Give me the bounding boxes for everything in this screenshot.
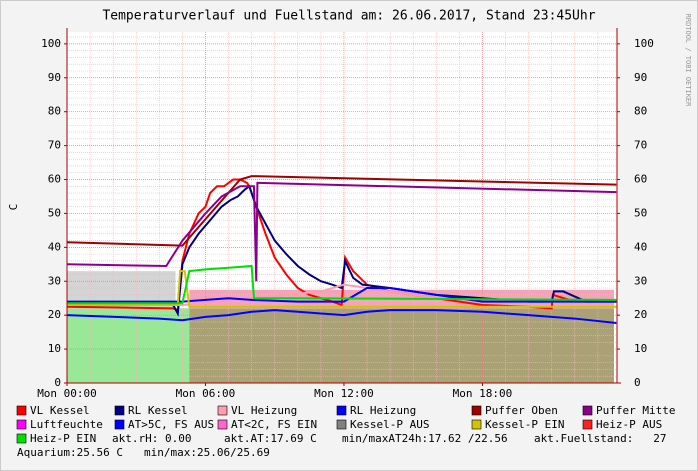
x-tick-label: Mon 06:00 xyxy=(176,387,236,400)
status-note: Aquarium:25.56 C xyxy=(17,446,123,459)
series-line xyxy=(66,181,617,282)
legend-label: VL Heizung xyxy=(231,404,297,417)
legend-swatch xyxy=(336,405,347,416)
legend-swatch xyxy=(16,433,27,444)
status-note: akt.Fuellstand: 27 xyxy=(534,432,666,445)
area xyxy=(67,308,190,383)
status-note: min/max:25.06/25.69 xyxy=(144,446,270,459)
legend-swatch xyxy=(471,405,482,416)
y-tick-label: 0 xyxy=(54,376,61,389)
legend-swatch xyxy=(336,419,347,430)
series-line xyxy=(66,178,617,312)
y-tick-label: 90 xyxy=(48,71,61,84)
x-tick-label: Mon 18:00 xyxy=(453,387,513,400)
area xyxy=(189,308,614,383)
series-line xyxy=(67,287,617,303)
status-note: akt.rH: 0.00 xyxy=(112,432,191,445)
y-tick-label: 60 xyxy=(48,173,61,186)
y2-tick-label: 80 xyxy=(634,105,647,118)
legend-label: Kessel-P EIN xyxy=(485,418,564,431)
legend-label: RL Kessel xyxy=(128,404,188,417)
chart-title: Temperaturverlauf und Fuellstand am: 26.… xyxy=(102,9,595,24)
legend-label: Puffer Oben xyxy=(485,404,558,417)
legend-swatch xyxy=(217,405,228,416)
y-tick-label: 20 xyxy=(48,308,61,321)
legend-swatch xyxy=(582,405,593,416)
series-line xyxy=(67,270,617,308)
series-line xyxy=(67,264,617,305)
series-line xyxy=(66,175,617,247)
legend-label: Heiz-P AUS xyxy=(596,418,662,431)
status-note: min/maxAT24h:17.62 /22.56 xyxy=(342,432,508,445)
y2-tick-label: 50 xyxy=(634,206,647,219)
y2-tick-label: 30 xyxy=(634,274,647,287)
series-line xyxy=(66,309,617,324)
x-tick-label: Mon 12:00 xyxy=(314,387,374,400)
y2-tick-label: 100 xyxy=(634,37,654,50)
y-tick-label: 100 xyxy=(41,37,61,50)
legend-label: RL Heizung xyxy=(350,404,416,417)
y-tick-label: 70 xyxy=(48,139,61,152)
y2-tick-label: 20 xyxy=(634,308,647,321)
legend-swatch xyxy=(16,405,27,416)
y2-tick-label: 90 xyxy=(634,71,647,84)
y-tick-label: 50 xyxy=(48,206,61,219)
legend-label: VL Kessel xyxy=(30,404,90,417)
side-label: RRDTOOL / TOBI OETIKER xyxy=(684,14,692,108)
legend-label: AT<2C, FS EIN xyxy=(231,418,317,431)
legend-swatch xyxy=(471,419,482,430)
y2-tick-label: 60 xyxy=(634,173,647,186)
y2-tick-label: 70 xyxy=(634,139,647,152)
legend-swatch xyxy=(114,419,125,430)
legend-swatch xyxy=(582,419,593,430)
legend-swatch xyxy=(217,419,228,430)
y-tick-label: 40 xyxy=(48,240,61,253)
legend-swatch xyxy=(114,405,125,416)
legend-label: Puffer Mitte xyxy=(596,404,675,417)
series-line xyxy=(67,283,617,306)
status-note: akt.AT:17.69 C xyxy=(224,432,317,445)
y-tick-label: 30 xyxy=(48,274,61,287)
y-axis-label: C xyxy=(7,204,20,211)
y-tick-label: 80 xyxy=(48,105,61,118)
legend-label: Heiz-P EIN xyxy=(30,432,96,445)
y2-tick-label: 40 xyxy=(634,240,647,253)
y2-tick-label: 0 xyxy=(634,376,641,389)
legend-label: Luftfeuchte xyxy=(30,418,103,431)
legend-label: Kessel-P AUS xyxy=(350,418,429,431)
x-tick-label: Mon 00:00 xyxy=(37,387,97,400)
legend-label: AT>5C, FS AUS xyxy=(128,418,214,431)
y2-tick-label: 10 xyxy=(634,342,647,355)
y-tick-label: 10 xyxy=(48,342,61,355)
legend-swatch xyxy=(16,419,27,430)
